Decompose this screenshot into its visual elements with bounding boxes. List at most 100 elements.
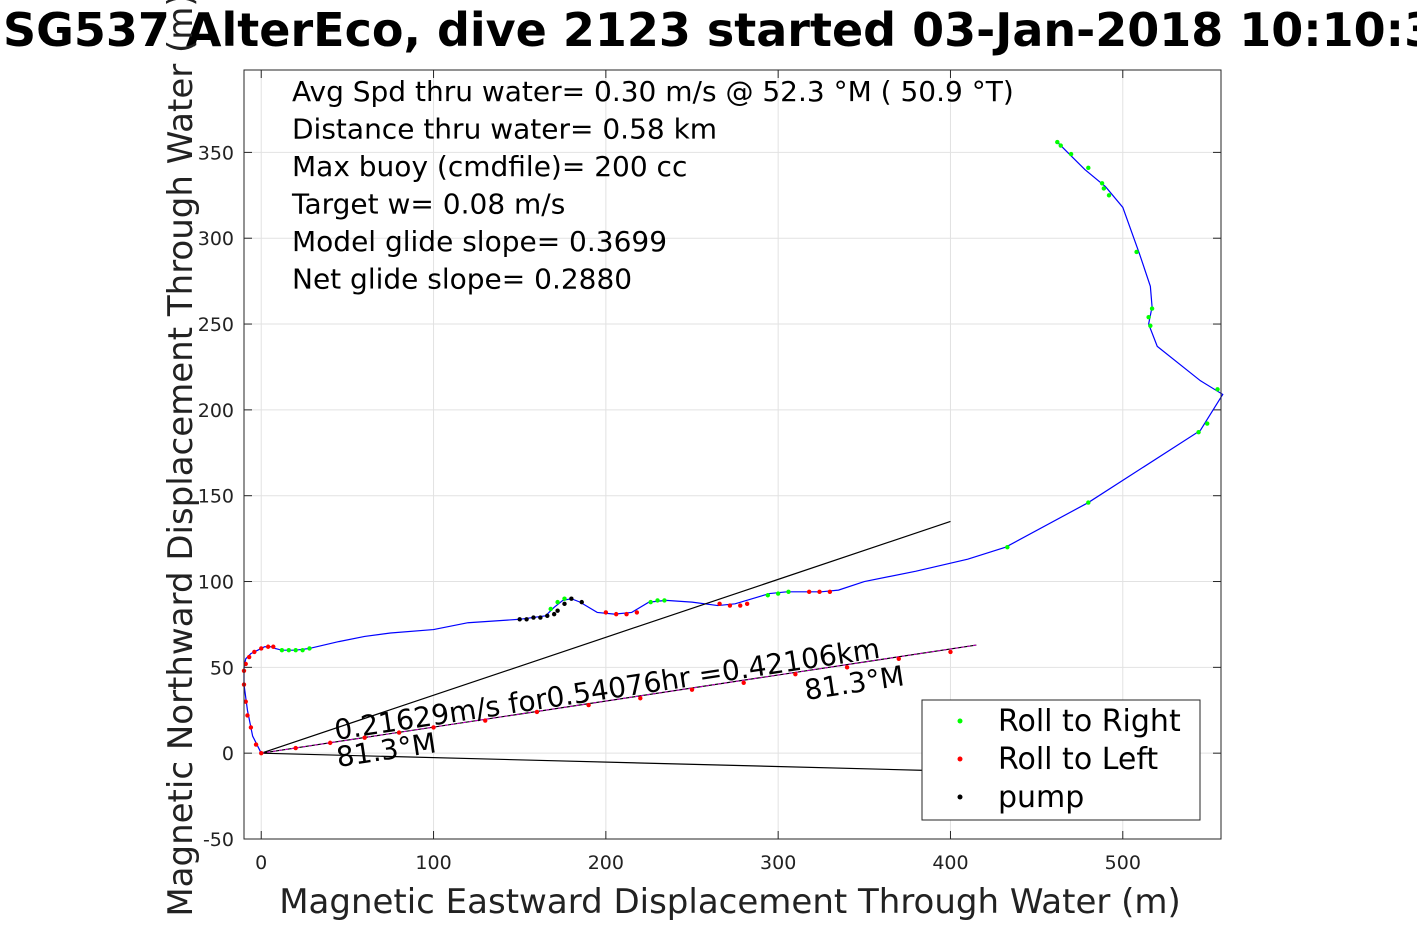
data-point (534, 709, 540, 715)
data-point (555, 608, 560, 613)
reference-line (261, 752, 925, 771)
data-point (1058, 143, 1063, 148)
data-point (741, 680, 746, 685)
y-axis-label: Magnetic Northward Displacement Through … (161, 0, 201, 917)
data-point (293, 745, 298, 751)
data-point (1134, 249, 1139, 255)
data-point (717, 601, 722, 607)
data-point (555, 599, 560, 605)
x-tick-label: 200 (588, 852, 624, 874)
data-point (431, 725, 436, 730)
data-point (948, 649, 953, 655)
data-point (1005, 544, 1010, 550)
data-point (586, 702, 591, 708)
data-point (1099, 181, 1105, 186)
data-point (538, 615, 543, 620)
legend-label: pump (998, 780, 1084, 815)
data-point (603, 610, 609, 615)
data-point (279, 647, 285, 653)
y-tick-label: 100 (198, 572, 234, 594)
data-point (1215, 387, 1220, 392)
data-point (634, 610, 640, 615)
annotations: 0.21629m/s for0.54076hr =0.42106km81.3°M… (332, 632, 906, 774)
y-tick-label: 250 (198, 314, 234, 336)
data-point (307, 646, 312, 651)
legend-marker (957, 756, 963, 762)
data-point (300, 647, 305, 653)
data-point (562, 601, 567, 607)
data-point (844, 665, 850, 670)
x-tick-label: 300 (760, 852, 796, 874)
data-point (662, 598, 667, 603)
y-tick-label: 0 (222, 743, 234, 765)
data-point (248, 725, 254, 730)
stat-line: Model glide slope= 0.3699 (292, 225, 667, 258)
legend-box (921, 699, 1201, 821)
data-point (827, 589, 833, 595)
data-point (896, 656, 901, 661)
x-axis-label: Magnetic Eastward Displacement Through W… (279, 882, 1181, 922)
data-point (293, 647, 298, 653)
data-point (327, 740, 333, 746)
grid (244, 70, 1221, 840)
data-point (744, 601, 750, 607)
data-point (1086, 500, 1091, 505)
data-point (1149, 306, 1155, 311)
x-tick-label: 400 (932, 852, 968, 874)
data-point (252, 649, 257, 655)
data-point (259, 646, 264, 651)
data-point (765, 593, 771, 598)
data-point (613, 611, 619, 617)
data-point (786, 589, 791, 595)
data-point (1148, 323, 1153, 328)
data-point (545, 613, 550, 619)
data-point (548, 606, 553, 612)
data-point (1101, 186, 1107, 191)
stat-line: Distance thru water= 0.58 km (292, 113, 717, 146)
data-point (727, 603, 733, 608)
data-point (265, 644, 271, 649)
reference-line (261, 520, 951, 754)
data-point (246, 654, 252, 660)
stat-line: Target w= 0.08 m/s (291, 188, 565, 221)
data-point (1205, 421, 1210, 426)
plot-frame (243, 69, 1222, 840)
data-point (1196, 429, 1201, 435)
data-point (738, 603, 743, 608)
axis-ticks: 0 100 200 300 400 500 -50 0 50 100 150 200 250 300 350 (198, 70, 1221, 874)
data-point (517, 617, 522, 622)
data-point (524, 617, 529, 622)
stats-text: Avg Spd thru water= 0.30 m/s @ 52.3 °M (… (291, 75, 1014, 296)
data-point (624, 611, 629, 617)
y-tick-label: 150 (198, 486, 234, 508)
data-point (806, 589, 812, 595)
stat-line: Max buoy (cmdfile)= 200 cc (292, 150, 687, 183)
data-point (271, 644, 276, 649)
data-point (259, 750, 264, 756)
data-point (689, 687, 695, 692)
legend-marker (957, 794, 963, 800)
data-point (1068, 151, 1074, 157)
data-point (569, 596, 574, 601)
data-point (551, 611, 557, 617)
data-point (243, 699, 248, 704)
data-point (579, 599, 584, 605)
data-point (245, 713, 250, 718)
data-point (648, 599, 653, 605)
current-dashed-line (261, 644, 977, 754)
y-tick-label: 50 (210, 657, 234, 679)
y-tick-label: 350 (198, 142, 234, 164)
legend-marker (957, 718, 963, 724)
data-series (241, 139, 1224, 771)
x-tick-label: 0 (255, 852, 267, 874)
data-point (396, 730, 402, 735)
data-point (531, 615, 536, 620)
legend-label: Roll to Left (998, 742, 1158, 777)
data-point (362, 735, 367, 740)
x-tick-label: 500 (1105, 852, 1141, 874)
chart-title: SG537 AlterEco, dive 2123 started 03-Jan… (3, 3, 1417, 57)
data-point (286, 647, 292, 653)
stat-line: Avg Spd thru water= 0.30 m/s @ 52.3 °M (… (292, 75, 1014, 108)
